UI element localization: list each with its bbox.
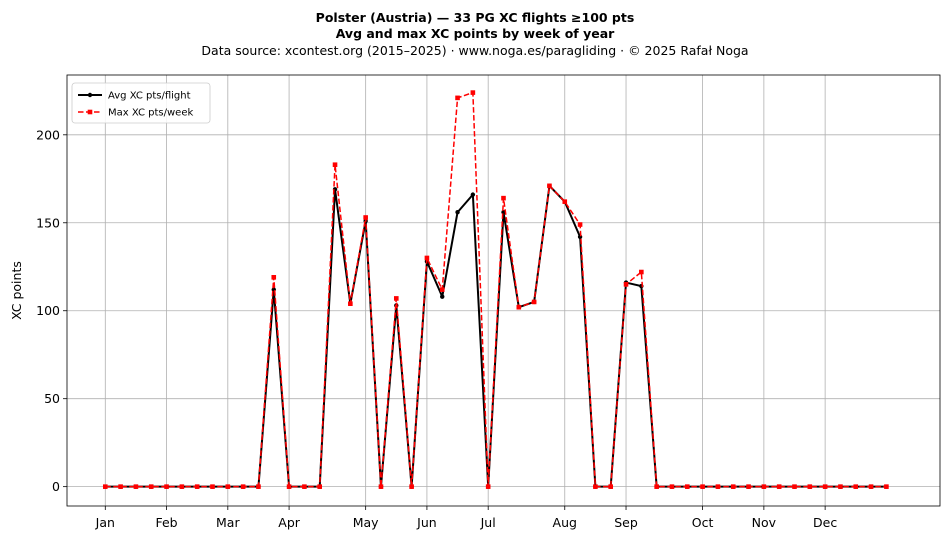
data-point [822,484,828,489]
data-point [746,484,751,489]
x-tick-label: Aug [553,515,577,530]
data-point [776,484,782,489]
x-tick-label: Dec [813,515,837,530]
data-point [807,484,813,489]
y-axis-label: XC points [9,261,24,320]
data-point [562,199,568,204]
legend-marker [87,109,93,115]
legend-marker [87,92,93,98]
data-point [669,484,675,489]
data-point [102,484,108,489]
y-tick-label: 0 [52,479,60,494]
axes: Jan Feb Mar Apr May Jun Jul Aug Sep Oct Nov Dec 0 50 1… [36,74,941,530]
data-point [623,282,629,287]
plot-frame [66,74,941,507]
x-tick-label: Jun [416,515,437,530]
data-point [439,287,445,292]
data-point [838,484,843,489]
data-point [133,484,139,489]
data-point [684,484,690,489]
data-point [240,484,246,489]
data-point [531,299,537,305]
data-point [455,95,460,101]
data-point [470,90,476,95]
series-line-max [105,91,887,488]
data-point [577,222,583,227]
data-point [256,484,261,489]
data-point [485,484,491,489]
data-point [700,484,705,489]
grid [67,75,940,506]
x-tick-label: Jan [95,515,115,530]
data-point [501,195,506,201]
data-point [593,484,598,489]
data-point [884,484,889,489]
chart-subtitle: Avg and max XC points by week of year [335,26,615,41]
data-point [409,484,414,489]
data-point [302,484,307,489]
data-point [348,301,353,306]
data-point [118,484,123,489]
data-point [225,484,231,489]
chart-source: Data source: xcontest.org (2015–2025) · … [201,43,749,58]
legend: Avg XC pts/flight Max XC pts/week [71,82,211,124]
data-point [715,484,721,489]
data-point [424,255,430,261]
data-point [271,275,277,280]
chart-title: Polster (Austria) — 33 PG XC flights ≥10… [315,10,635,25]
data-point [455,210,460,215]
data-point [792,484,797,489]
x-tick-label: Feb [155,515,177,530]
data-point [761,484,767,489]
data-point [853,484,859,489]
data-point [608,484,614,489]
data-point [363,215,368,220]
y-tick-label: 200 [36,127,60,142]
x-tick-label: Nov [752,515,777,530]
data-point [547,183,552,189]
y-tick-label: 150 [36,215,60,230]
data-point [516,304,522,310]
series-lines [102,90,889,489]
data-point [286,484,292,489]
data-point [194,484,200,489]
data-point [164,484,169,489]
data-point [148,484,154,489]
data-point [378,484,384,489]
legend-label: Avg XC pts/flight [108,91,191,102]
x-tick-label: Apr [278,515,300,530]
data-point [639,269,644,275]
legend-box [71,82,211,124]
x-tick-label: Oct [692,515,714,530]
data-point [868,484,874,489]
x-tick-label: May [353,515,379,530]
x-tick-label: Jul [480,515,496,530]
data-point [210,484,215,489]
data-point [440,294,445,299]
data-point [470,192,476,197]
legend-label: Max XC pts/week [108,108,193,119]
y-tick-label: 100 [36,303,60,318]
data-point [730,484,736,489]
y-tick-label: 50 [44,391,60,406]
data-point [317,484,323,489]
data-point [179,484,185,489]
data-point [332,162,338,168]
data-point [654,484,659,489]
data-point [393,296,399,301]
x-tick-label: Mar [216,515,240,530]
x-tick-label: Sep [614,515,638,530]
